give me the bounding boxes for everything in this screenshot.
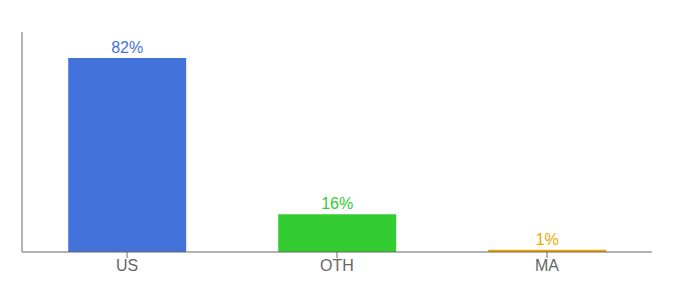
svg-text:1%: 1% (536, 231, 559, 248)
svg-text:MA: MA (535, 257, 559, 274)
svg-text:US: US (116, 257, 138, 274)
svg-text:OTH: OTH (320, 257, 354, 274)
svg-text:82%: 82% (111, 39, 143, 56)
svg-text:16%: 16% (321, 195, 353, 212)
